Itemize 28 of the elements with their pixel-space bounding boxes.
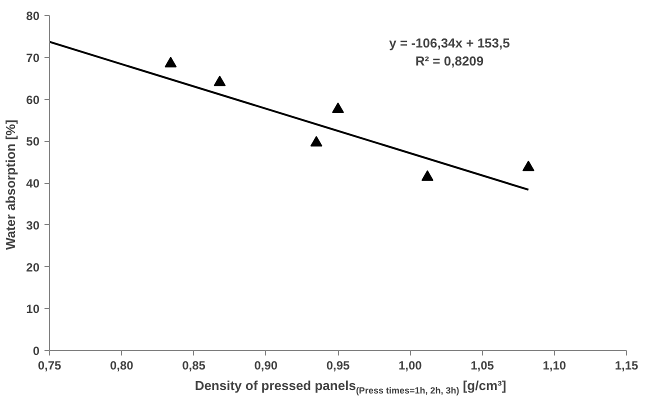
y-tick-label: 60 (26, 92, 40, 107)
x-tick-label: 0,80 (110, 358, 134, 372)
x-tick-label: 0,95 (326, 358, 350, 372)
x-tick-label: 0,90 (254, 358, 278, 372)
point (522, 160, 534, 172)
y-tick-label: 0 (32, 344, 40, 358)
x-tick-label: 0,85 (182, 358, 206, 372)
y-tick-label: 30 (26, 218, 40, 232)
point (332, 102, 344, 113)
x-tick-label: 1,05 (470, 358, 494, 372)
y-axis-title: Water absorption [%] (3, 120, 18, 250)
point (310, 136, 322, 146)
x-axis-title: Density of pressed panels$_{(Press times=1h, 2h, 3h)}$ [g/cm³] (194, 377, 506, 398)
x-tick-label: 1,00 (398, 358, 422, 372)
y-tick-label: 80 (26, 9, 40, 23)
y-tick-label: 20 (26, 260, 40, 274)
point (214, 76, 226, 86)
x-tick-label: 1,10 (542, 358, 566, 372)
y-tick-label: 50 (26, 134, 40, 149)
point (164, 56, 177, 68)
x-tick-label: 0,75 (38, 358, 62, 372)
annotation: R² = 0,8209 (415, 54, 484, 68)
x-tick-label: 1,15 (614, 358, 639, 372)
y-tick-label: 40 (26, 176, 40, 190)
y-tick-label: 70 (26, 50, 40, 65)
annotation: y = -106,34x + 153,5 (389, 36, 510, 50)
y-tick-label: 10 (26, 302, 40, 316)
point (421, 170, 434, 181)
